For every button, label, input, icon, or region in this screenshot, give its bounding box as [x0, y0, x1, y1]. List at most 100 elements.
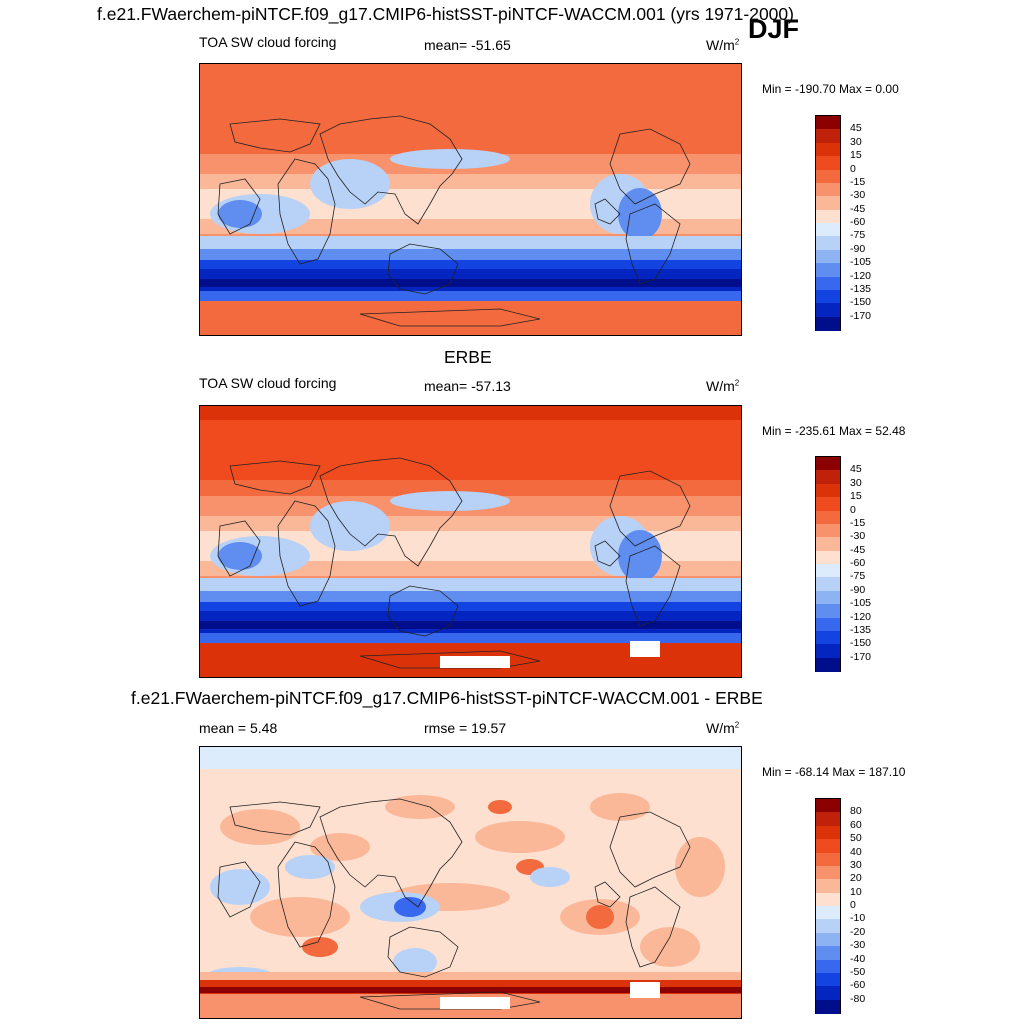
colorbar-swatch: [816, 644, 840, 659]
colorbar-tick-label: -30: [850, 189, 866, 202]
colorbar-tick-label: -45: [850, 202, 866, 215]
colorbar-swatch: [816, 236, 840, 251]
colorbar-tick-label: -80: [850, 992, 866, 1005]
colorbar-swatch: [816, 825, 840, 840]
colorbar-tick-label: -40: [850, 952, 866, 965]
colorbar-tick-label: -50: [850, 965, 866, 978]
colorbar-swatch: [816, 972, 840, 987]
panel2-title: ERBE: [444, 347, 492, 367]
colorbar-tick-label: 15: [850, 490, 862, 503]
panel1-mean-label: mean= -51.65: [424, 37, 511, 53]
colorbar-swatch: [816, 577, 840, 592]
colorbar-tick-label: -105: [850, 256, 872, 269]
colorbar-swatch: [816, 946, 840, 960]
panel2-variable-label: TOA SW cloud forcing: [199, 375, 337, 391]
colorbar-tick-label: -105: [850, 597, 872, 610]
colorbar-swatch: [816, 537, 840, 552]
colorbar-tick-label: -60: [850, 979, 866, 992]
colorbar-swatch: [816, 986, 840, 1001]
colorbar-swatch: [816, 156, 840, 170]
colorbar-swatch: [816, 590, 840, 605]
colorbar-tick-label: -45: [850, 543, 866, 556]
colorbar-swatch: [816, 223, 840, 237]
colorbar-tick-label: -150: [850, 296, 872, 309]
colorbar-swatch: [816, 116, 840, 130]
model-map: [199, 63, 742, 336]
panel3-minmax: Min = -68.14 Max = 187.10: [762, 765, 906, 779]
colorbar-swatch: [816, 209, 840, 224]
colorbar-swatch: [816, 892, 840, 907]
colorbar-swatch: [816, 470, 840, 485]
colorbar-swatch: [816, 483, 840, 498]
colorbar-swatch: [816, 142, 840, 157]
colorbar-swatch: [816, 263, 840, 277]
colorbar-swatch: [816, 316, 840, 331]
colorbar-tick-label: -170: [850, 309, 872, 322]
panel3-mean-label: mean = 5.48: [199, 720, 278, 736]
colorbar-swatch: [816, 182, 840, 197]
colorbar-tick-label: -120: [850, 269, 872, 282]
colorbar-swatch: [816, 879, 840, 894]
colorbar-swatch: [816, 959, 840, 974]
colorbar-tick-label: -75: [850, 229, 866, 242]
colorbar-tick-label: -90: [850, 583, 866, 596]
colorbar-swatch: [816, 617, 840, 632]
colorbar-tick-label: 45: [850, 463, 862, 476]
colorbar-swatch: [816, 919, 840, 934]
colorbar-tick-label: 0: [850, 162, 856, 175]
colorbar-tick-label: -15: [850, 516, 866, 529]
colorbar-tick-label: -170: [850, 650, 872, 663]
obs-map: [199, 405, 742, 678]
colorbar-tick-label: 60: [850, 818, 862, 831]
colorbar-tick-label: 30: [850, 135, 862, 148]
colorbar-tick-label: 0: [850, 503, 856, 516]
colorbar-tick-label: -10: [850, 912, 866, 925]
colorbar-swatch: [816, 457, 840, 471]
panel2-colorbar: 45 30 15 0 -15 -30 -45 -60 -75 -90 -105 -120 -135 -15…: [815, 456, 871, 672]
colorbar-swatch: [816, 249, 840, 264]
panel2-minmax: Min = -235.61 Max = 52.48: [762, 424, 906, 438]
colorbar-swatch: [816, 799, 840, 813]
panel3-units: W/m2: [706, 720, 740, 736]
panel2-mean-label: mean= -57.13: [424, 378, 511, 394]
colorbar-tick-label: 0: [850, 899, 856, 911]
colorbar-tick-label: 40: [850, 845, 862, 858]
panel3-colorbar: 80 60 50 40 30 20 10 0 -10 -20 -30 -40 -50 -60 -80: [815, 798, 865, 1014]
colorbar-tick-label: -60: [850, 557, 866, 569]
colorbar-tick-label: 50: [850, 832, 862, 845]
colorbar-swatch: [816, 169, 840, 184]
colorbar-swatch: [816, 839, 840, 853]
season-label: DJF: [748, 14, 800, 44]
colorbar-tick-label: -30: [850, 939, 866, 952]
colorbar-swatch: [816, 999, 840, 1014]
colorbar-tick-label: -30: [850, 530, 866, 543]
colorbar-tick-label: 80: [850, 805, 862, 818]
colorbar-tick-label: 20: [850, 872, 862, 885]
colorbar-swatch: [816, 630, 840, 645]
colorbar-tick-label: 45: [850, 122, 862, 135]
colorbar-swatch: [816, 812, 840, 827]
colorbar-swatch: [816, 550, 840, 565]
difference-map: [199, 746, 742, 1019]
colorbar-tick-label: -15: [850, 175, 866, 188]
colorbar-tick-label: 30: [850, 858, 862, 871]
colorbar-swatch: [816, 523, 840, 538]
colorbar-swatch: [816, 604, 840, 618]
colorbar-tick-label: -60: [850, 216, 866, 228]
colorbar-swatch: [816, 852, 840, 867]
colorbar-tick-label: -20: [850, 925, 866, 938]
panel3-rmse-label: rmse = 19.57: [424, 720, 507, 736]
panel1-units: W/m2: [706, 37, 740, 53]
colorbar-swatch: [816, 657, 840, 672]
panel1-colorbar: 45 30 15 0 -15 -30 -45 -60 -75 -90 -105 -120 -135 -15…: [815, 115, 871, 331]
colorbar-tick-label: 15: [850, 149, 862, 162]
colorbar-swatch: [816, 196, 840, 211]
colorbar-tick-label: 10: [850, 885, 862, 898]
colorbar-swatch: [816, 564, 840, 578]
colorbar-swatch: [816, 497, 840, 511]
panel1-variable-label: TOA SW cloud forcing: [199, 34, 337, 50]
colorbar-swatch: [816, 865, 840, 880]
colorbar-tick-label: -135: [850, 282, 872, 295]
colorbar-swatch: [816, 932, 840, 947]
colorbar-tick-label: -75: [850, 570, 866, 583]
